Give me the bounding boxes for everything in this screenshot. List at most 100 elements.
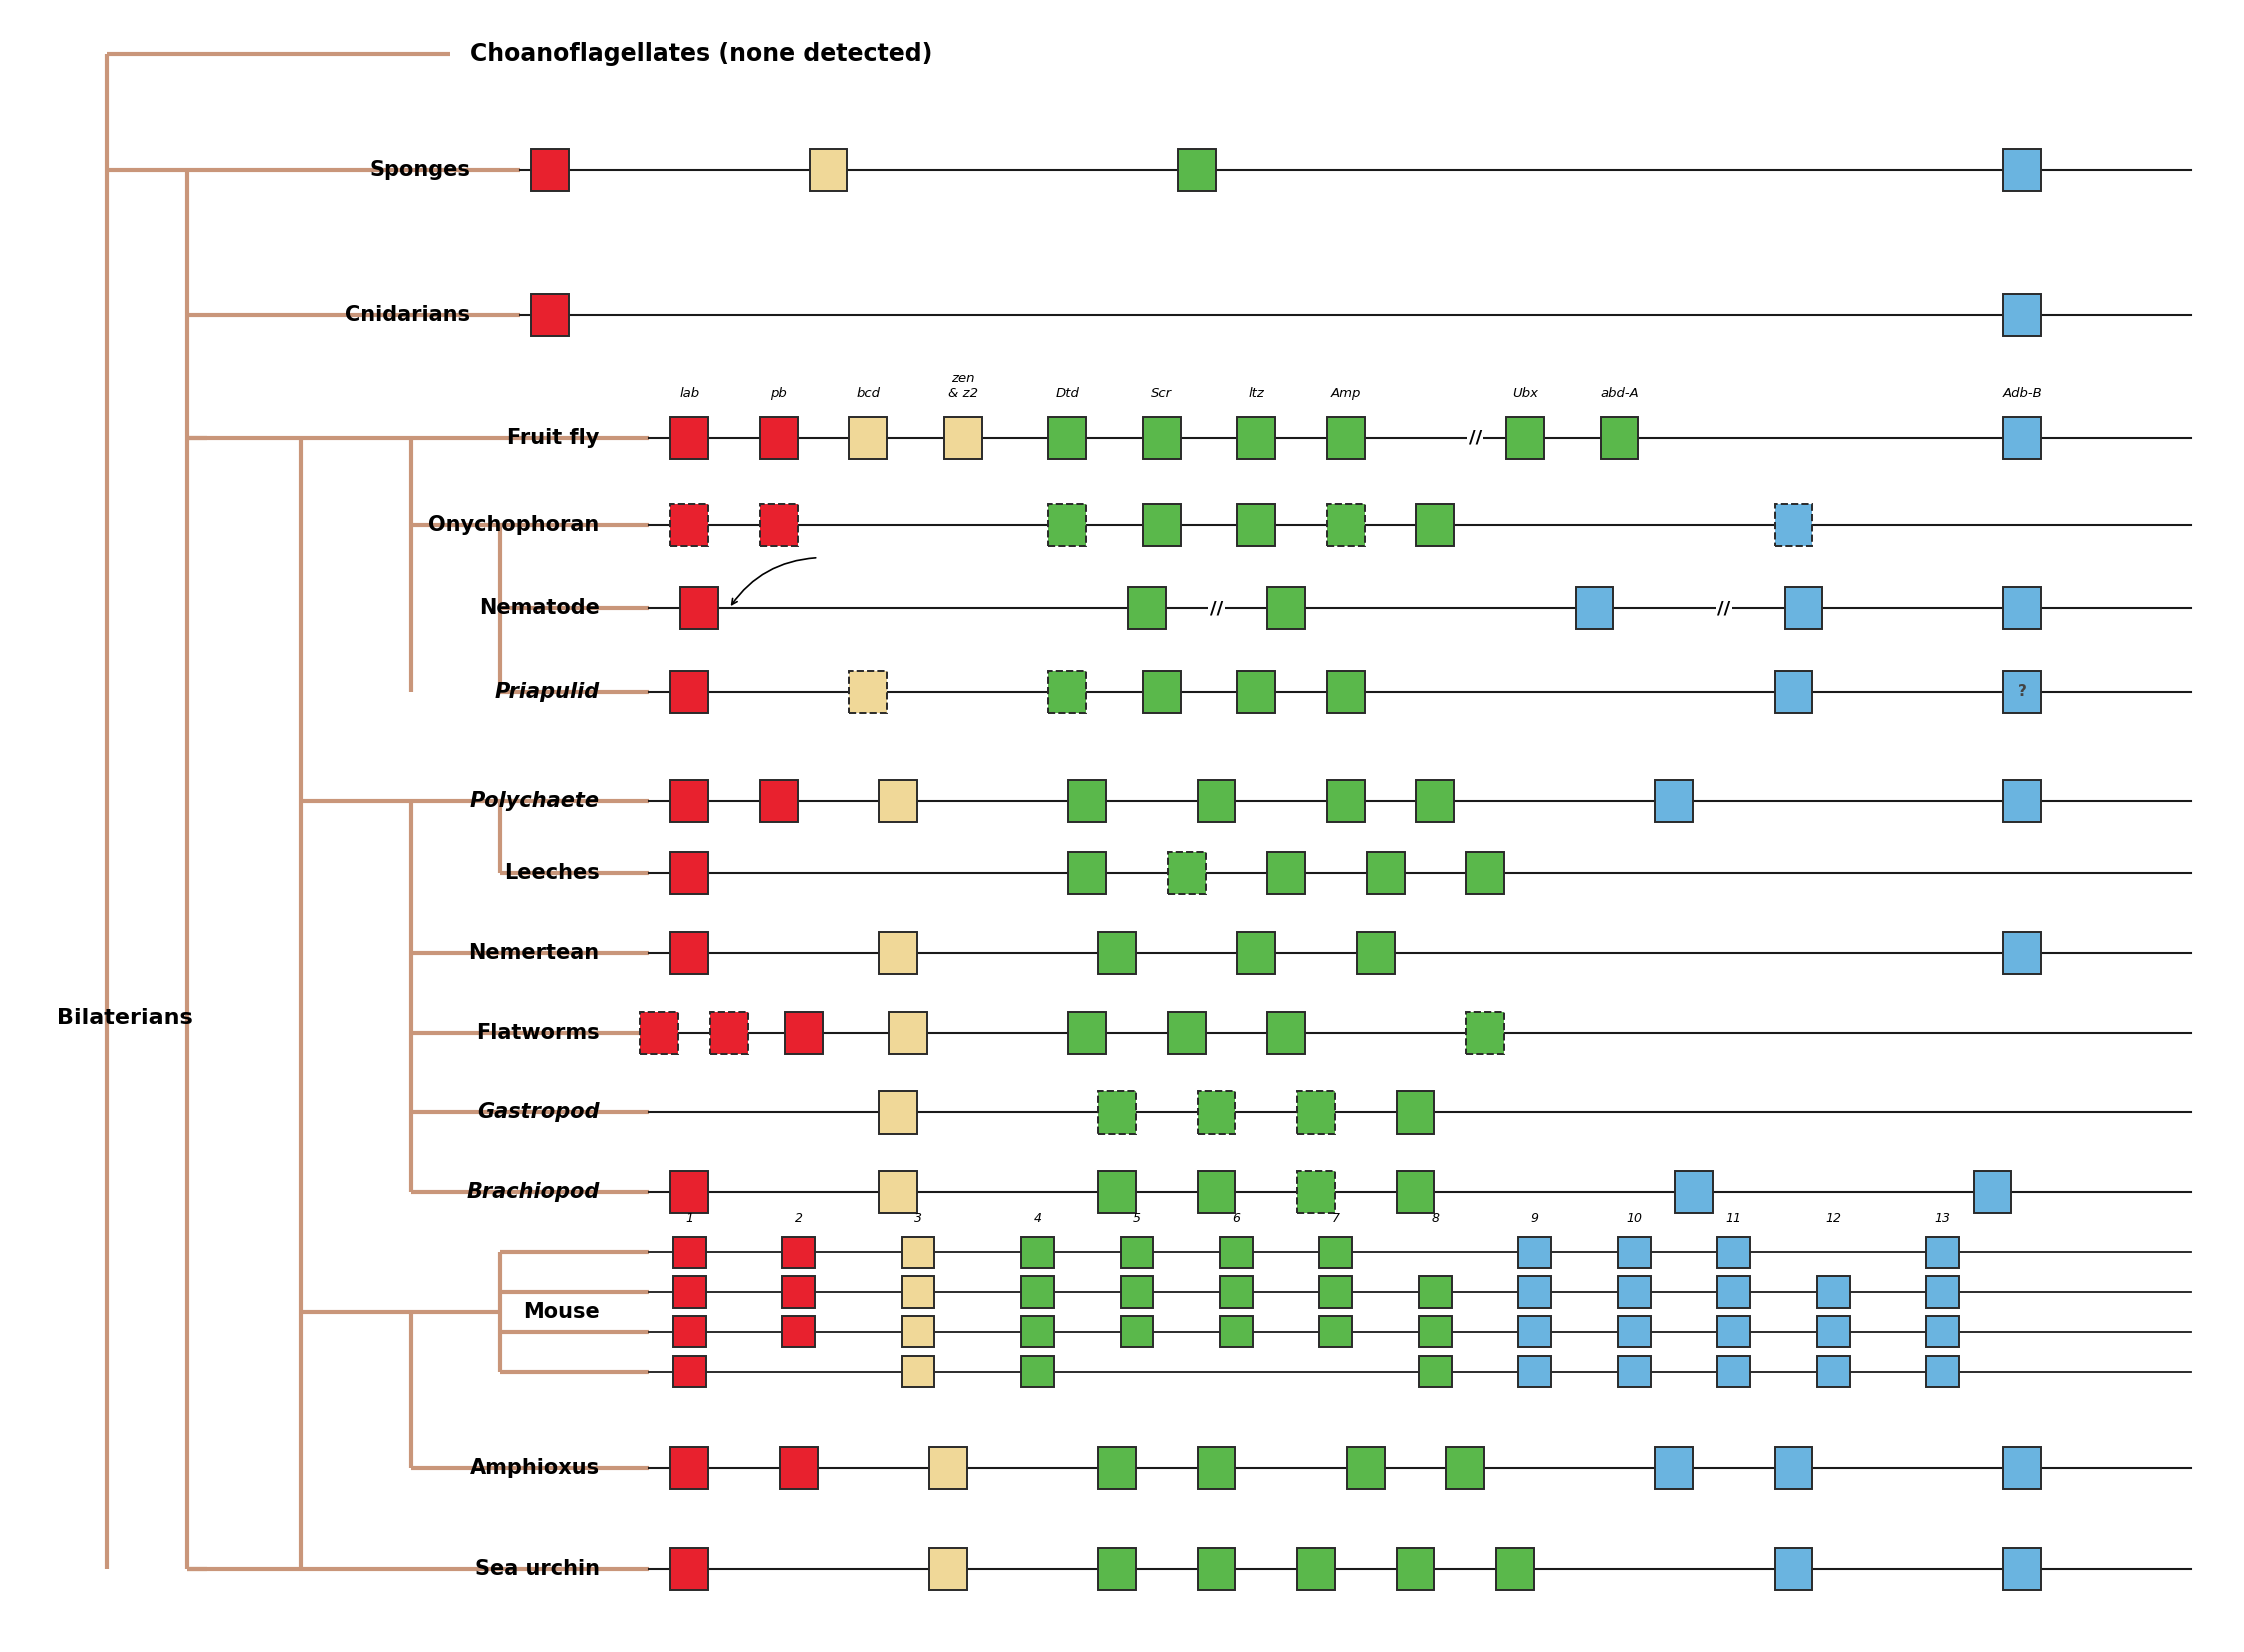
FancyBboxPatch shape (1167, 852, 1205, 894)
FancyBboxPatch shape (1925, 1237, 1959, 1267)
FancyBboxPatch shape (1656, 780, 1692, 821)
Text: 6: 6 (1232, 1211, 1241, 1224)
FancyBboxPatch shape (673, 1317, 705, 1348)
FancyBboxPatch shape (1021, 1237, 1055, 1267)
Text: Mouse: Mouse (523, 1302, 599, 1322)
FancyBboxPatch shape (902, 1277, 934, 1308)
FancyBboxPatch shape (673, 1237, 705, 1267)
FancyBboxPatch shape (1236, 416, 1275, 459)
FancyBboxPatch shape (1506, 416, 1544, 459)
FancyBboxPatch shape (902, 1237, 934, 1267)
FancyBboxPatch shape (671, 780, 709, 821)
Text: Choanoflagellates (none detected): Choanoflagellates (none detected) (471, 41, 934, 66)
FancyBboxPatch shape (1418, 1317, 1452, 1348)
Text: Brachiopod: Brachiopod (467, 1183, 599, 1203)
FancyBboxPatch shape (2004, 671, 2042, 714)
FancyBboxPatch shape (1048, 504, 1086, 547)
FancyBboxPatch shape (1925, 1277, 1959, 1308)
FancyBboxPatch shape (1326, 780, 1364, 821)
FancyBboxPatch shape (880, 780, 918, 821)
FancyBboxPatch shape (929, 1548, 967, 1591)
Text: 8: 8 (1432, 1211, 1438, 1224)
FancyBboxPatch shape (1221, 1237, 1252, 1267)
FancyBboxPatch shape (1120, 1277, 1153, 1308)
Text: ltz: ltz (1248, 387, 1263, 400)
FancyBboxPatch shape (850, 416, 886, 459)
Text: Ubx: Ubx (1512, 387, 1537, 400)
FancyBboxPatch shape (1818, 1277, 1849, 1308)
FancyBboxPatch shape (1068, 1011, 1106, 1054)
Text: Bilaterians: Bilaterians (58, 1008, 193, 1028)
FancyBboxPatch shape (1068, 852, 1106, 894)
FancyBboxPatch shape (1319, 1277, 1353, 1308)
FancyBboxPatch shape (1297, 1548, 1335, 1591)
FancyBboxPatch shape (1236, 932, 1275, 975)
Text: //: // (1210, 600, 1223, 618)
Text: Scr: Scr (1151, 387, 1171, 400)
FancyBboxPatch shape (2004, 1447, 2042, 1488)
FancyBboxPatch shape (1447, 1447, 1483, 1488)
FancyBboxPatch shape (783, 1237, 815, 1267)
FancyBboxPatch shape (640, 1011, 678, 1054)
Text: Priapulid: Priapulid (494, 682, 599, 702)
FancyBboxPatch shape (1268, 588, 1306, 629)
FancyBboxPatch shape (1221, 1277, 1252, 1308)
FancyBboxPatch shape (671, 1447, 709, 1488)
FancyBboxPatch shape (1674, 1171, 1712, 1213)
FancyBboxPatch shape (671, 852, 709, 894)
Text: Amphioxus: Amphioxus (469, 1459, 599, 1479)
FancyBboxPatch shape (929, 1447, 967, 1488)
FancyBboxPatch shape (1519, 1277, 1551, 1308)
FancyBboxPatch shape (673, 1277, 705, 1308)
FancyBboxPatch shape (783, 1277, 815, 1308)
FancyBboxPatch shape (1618, 1317, 1652, 1348)
FancyBboxPatch shape (709, 1011, 747, 1054)
Text: Onychophoran: Onychophoran (429, 515, 599, 535)
FancyBboxPatch shape (1319, 1237, 1353, 1267)
FancyBboxPatch shape (1068, 780, 1106, 821)
FancyBboxPatch shape (761, 504, 797, 547)
FancyBboxPatch shape (1167, 1011, 1205, 1054)
FancyBboxPatch shape (1358, 932, 1394, 975)
FancyBboxPatch shape (1198, 1092, 1236, 1133)
FancyBboxPatch shape (1198, 1548, 1236, 1591)
Text: 2: 2 (794, 1211, 803, 1224)
FancyBboxPatch shape (1268, 1011, 1306, 1054)
FancyBboxPatch shape (1618, 1277, 1652, 1308)
FancyBboxPatch shape (810, 149, 848, 190)
FancyBboxPatch shape (1465, 1011, 1503, 1054)
Text: 1: 1 (684, 1211, 693, 1224)
FancyBboxPatch shape (1097, 1548, 1135, 1591)
FancyBboxPatch shape (1129, 588, 1167, 629)
Text: 12: 12 (1824, 1211, 1842, 1224)
Text: 7: 7 (1333, 1211, 1340, 1224)
Text: 10: 10 (1627, 1211, 1643, 1224)
FancyBboxPatch shape (880, 1171, 918, 1213)
FancyBboxPatch shape (1097, 1447, 1135, 1488)
FancyBboxPatch shape (1775, 671, 1813, 714)
FancyBboxPatch shape (1618, 1356, 1652, 1388)
FancyBboxPatch shape (902, 1317, 934, 1348)
FancyBboxPatch shape (1784, 588, 1822, 629)
FancyBboxPatch shape (1656, 1447, 1692, 1488)
FancyBboxPatch shape (1198, 1447, 1236, 1488)
FancyBboxPatch shape (1396, 1548, 1434, 1591)
FancyBboxPatch shape (1367, 852, 1405, 894)
FancyBboxPatch shape (1346, 1447, 1385, 1488)
FancyBboxPatch shape (1396, 1171, 1434, 1213)
FancyBboxPatch shape (1717, 1356, 1750, 1388)
FancyBboxPatch shape (1142, 671, 1180, 714)
FancyBboxPatch shape (532, 149, 570, 190)
FancyBboxPatch shape (532, 294, 570, 335)
FancyBboxPatch shape (1975, 1171, 2011, 1213)
FancyBboxPatch shape (1297, 1171, 1335, 1213)
Text: Sponges: Sponges (370, 160, 471, 180)
FancyBboxPatch shape (1326, 416, 1364, 459)
FancyBboxPatch shape (1717, 1277, 1750, 1308)
FancyBboxPatch shape (850, 671, 886, 714)
Text: 4: 4 (1034, 1211, 1041, 1224)
FancyBboxPatch shape (1326, 671, 1364, 714)
Text: Flatworms: Flatworms (476, 1023, 599, 1042)
FancyBboxPatch shape (2004, 149, 2042, 190)
FancyBboxPatch shape (1142, 504, 1180, 547)
